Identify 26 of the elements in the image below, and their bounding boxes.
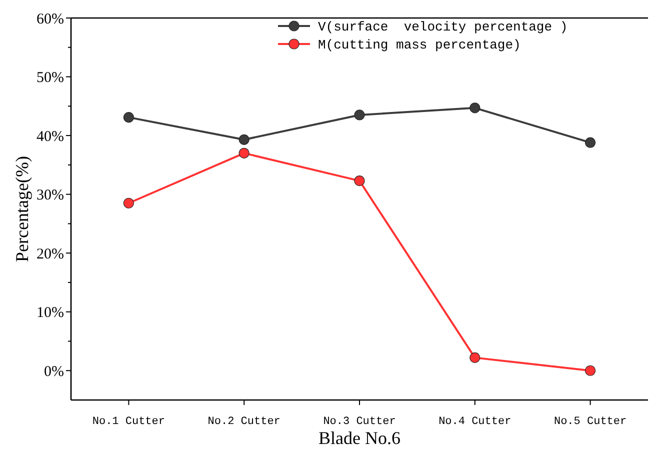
y-tick-label: 10%	[36, 305, 64, 322]
x-tick-label: No.2 Cutter	[208, 416, 280, 428]
x-tick-label: No.3 Cutter	[323, 416, 396, 428]
point	[238, 148, 250, 158]
point	[354, 175, 365, 186]
y-tick-label: 20%	[36, 246, 64, 262]
point	[585, 365, 596, 376]
point	[585, 137, 596, 148]
y-tick-label: 60%	[36, 11, 64, 28]
point	[123, 112, 134, 123]
point	[238, 134, 250, 145]
x-tick-label: No.1 Cutter	[92, 416, 166, 428]
x-tick-label: No.5 Cutter	[554, 416, 627, 428]
legend-label: V(surface velocity percentage )	[318, 20, 568, 35]
x-axis-title: Blade No.6	[318, 428, 400, 448]
point	[354, 110, 365, 120]
point	[123, 198, 134, 208]
point	[470, 352, 480, 363]
x-tick-label: No.4 Cutter	[438, 416, 512, 428]
y-axis-title: Percentage(%)	[12, 156, 32, 262]
legend-label: M(cutting mass percentage)	[318, 38, 521, 53]
y-tick-label: 0%	[44, 364, 64, 380]
point	[470, 102, 480, 114]
y-tick-label: 30%	[36, 188, 64, 204]
y-tick-label: 50%	[36, 70, 64, 86]
y-tick-label: 40%	[36, 128, 64, 145]
